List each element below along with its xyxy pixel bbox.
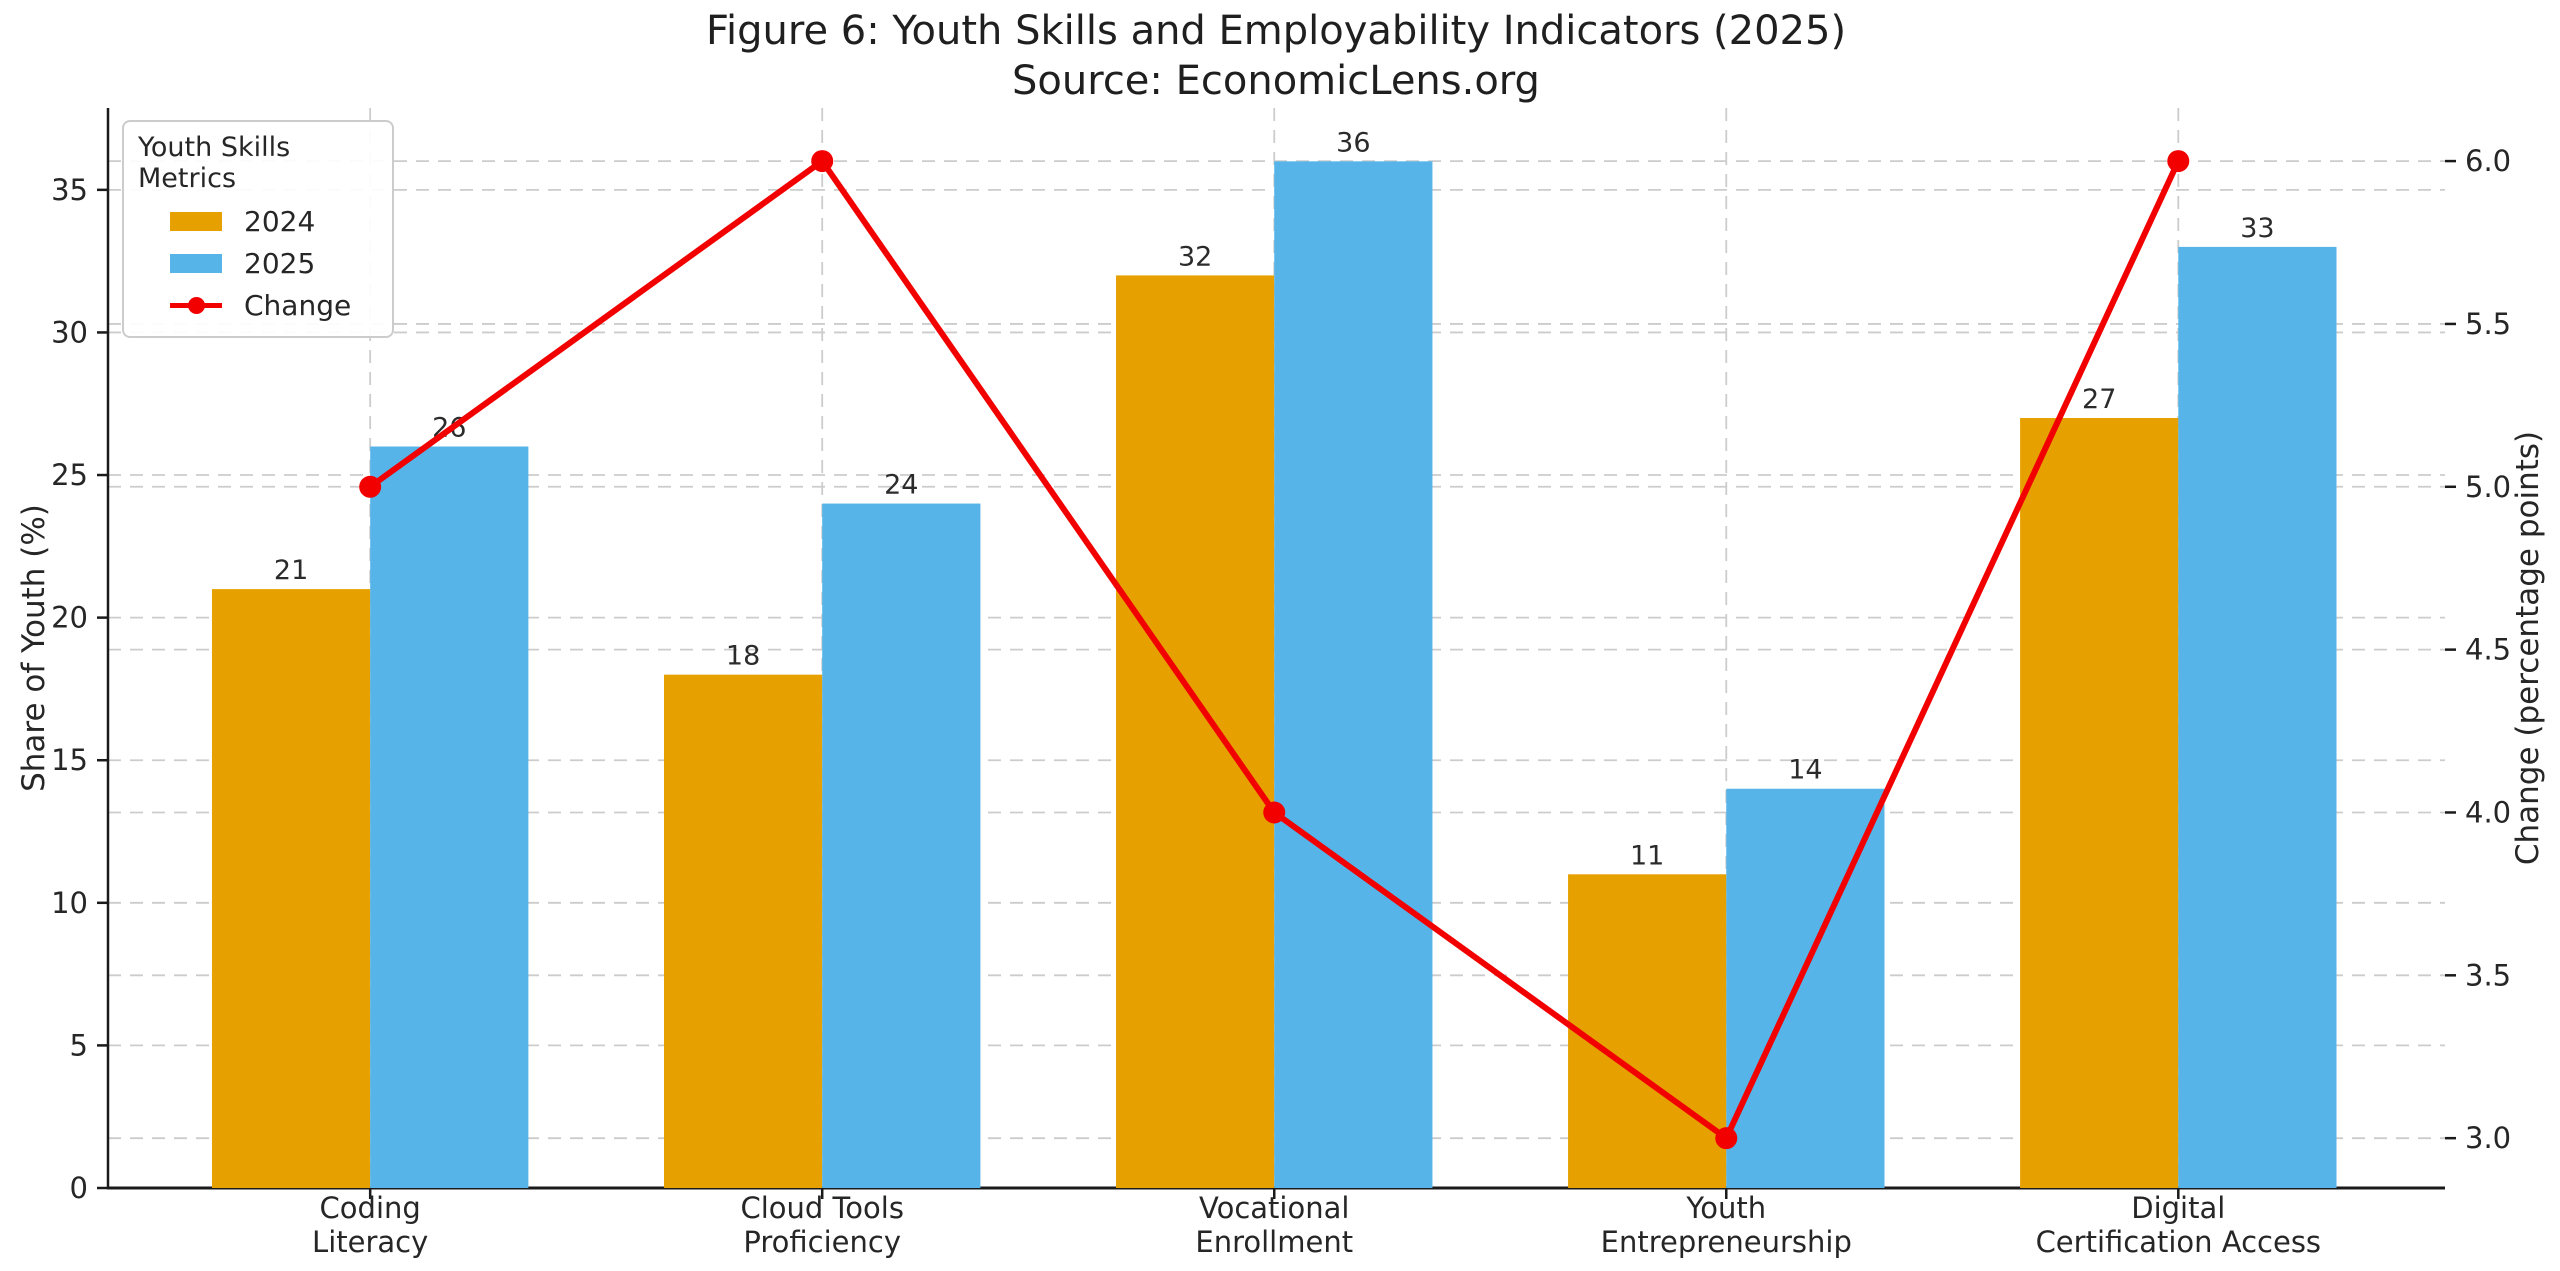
- legend-entry-change: Change: [138, 284, 378, 326]
- chart-title-block: Figure 6: Youth Skills and Employability…: [0, 6, 2552, 106]
- bar-value-label-2024-1: 18: [726, 641, 760, 672]
- left-tick-label-15: 15: [51, 743, 88, 777]
- x-tick-label-4-line1: Digital: [2131, 1191, 2225, 1225]
- bar-2025-4: [2178, 246, 2337, 1188]
- x-tick-label-2-line1: Vocational: [1199, 1191, 1349, 1225]
- x-tick-label-2-line2: Enrollment: [1195, 1225, 1353, 1259]
- bar-value-label-2024-4: 27: [2082, 384, 2116, 415]
- bar-value-label-2024-3: 11: [1630, 840, 1664, 871]
- chart-title: Figure 6: Youth Skills and Employability…: [705, 8, 1847, 54]
- left-tick-label-5: 5: [70, 1028, 88, 1062]
- right-tick-label-5: 5.0: [2465, 470, 2511, 504]
- left-tick-label-25: 25: [51, 458, 88, 492]
- left-tick-label-35: 35: [51, 173, 88, 207]
- bar-2024-0: [211, 589, 371, 1188]
- left-tick-label-0: 0: [70, 1171, 88, 1205]
- bar-value-label-2025-3: 14: [1788, 755, 1822, 786]
- bar-2024-4: [2020, 417, 2179, 1189]
- x-tick-label-3-line2: Entrepreneurship: [1601, 1225, 1852, 1259]
- right-tick-label-3: 3.0: [2465, 1121, 2511, 1155]
- left-tick-label-30: 30: [51, 315, 88, 349]
- left-tick-label-20: 20: [51, 601, 88, 635]
- bar-value-label-2024-2: 32: [1178, 241, 1212, 272]
- bar-2024-1: [663, 674, 823, 1188]
- change-marker-4: [2167, 150, 2190, 173]
- bar-value-label-2024-0: 21: [274, 555, 308, 586]
- bar-value-label-2025-4: 33: [2240, 213, 2274, 244]
- legend-label-2024: 2024: [244, 204, 316, 238]
- x-tick-label-4-line2: Certification Access: [2036, 1225, 2321, 1259]
- chart-subtitle: Source: EconomicLens.org: [1012, 58, 1540, 104]
- right-tick-label-6: 6.0: [2465, 144, 2511, 178]
- x-tick-label-0-line1: Coding: [320, 1191, 421, 1225]
- legend-swatch-change-icon: [170, 296, 222, 315]
- change-marker-2: [1263, 801, 1286, 824]
- x-tick-label-1-line2: Proficiency: [743, 1225, 901, 1259]
- change-marker-0: [359, 475, 382, 498]
- bar-2025-1: [822, 503, 981, 1188]
- x-tick-label-3-line1: Youth: [1685, 1191, 1766, 1225]
- legend-swatch-2024-icon: [170, 211, 222, 231]
- right-tick-label-4: 4.0: [2465, 795, 2511, 829]
- bar-2024-3: [1568, 874, 1727, 1188]
- legend: Youth Skills Metrics 2024 2025 Change: [122, 120, 394, 338]
- bar-2025-0: [370, 446, 529, 1188]
- x-tick-label-0-line2: Literacy: [312, 1225, 428, 1259]
- right-tick-label-4.5: 4.5: [2465, 633, 2511, 667]
- bar-value-label-2025-2: 36: [1336, 127, 1370, 158]
- bar-value-label-2025-1: 24: [884, 470, 918, 501]
- x-tick-label-1-line1: Cloud Tools: [740, 1191, 904, 1225]
- change-marker-1: [811, 150, 834, 173]
- legend-label-2025: 2025: [244, 246, 316, 280]
- bar-2024-2: [1116, 275, 1275, 1188]
- right-tick-label-3.5: 3.5: [2465, 958, 2511, 992]
- legend-swatch-2025-icon: [170, 253, 222, 273]
- legend-entry-2024: 2024: [138, 200, 378, 242]
- change-marker-3: [1715, 1127, 1738, 1150]
- left-tick-label-10: 10: [51, 886, 88, 920]
- right-tick-label-5.5: 5.5: [2465, 307, 2511, 341]
- legend-entry-2025: 2025: [138, 242, 378, 284]
- legend-label-change: Change: [244, 288, 352, 322]
- legend-title: Youth Skills Metrics: [138, 132, 291, 194]
- bar-2025-2: [1274, 161, 1433, 1188]
